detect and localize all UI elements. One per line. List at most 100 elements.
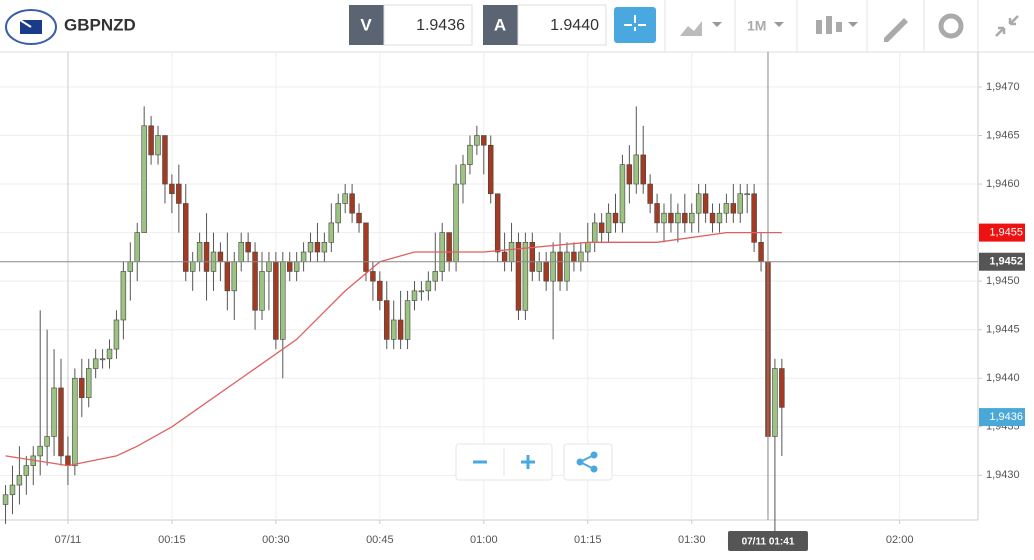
candle-body — [605, 212, 612, 233]
candle-body — [377, 280, 383, 301]
candle-body — [619, 164, 626, 224]
candle-body — [189, 261, 196, 272]
candle-body — [515, 242, 522, 311]
price-marker-label: 1,9455 — [989, 227, 1023, 239]
candle-body — [134, 232, 140, 263]
candle-body — [23, 465, 30, 476]
candle-body — [99, 358, 106, 361]
candle-body — [488, 144, 494, 195]
flag-stripe — [19, 19, 32, 28]
candle-body — [58, 387, 64, 457]
bid-button[interactable] — [349, 5, 384, 45]
x-tick-label: 01:30 — [678, 534, 706, 546]
candle-body — [695, 193, 702, 214]
candle-body — [307, 242, 314, 253]
candle-body — [550, 251, 556, 282]
candle-body — [661, 212, 667, 224]
candle-body — [529, 242, 536, 272]
crosshair-x-label: 07/11 01:41 — [742, 537, 795, 548]
candle-body — [702, 193, 709, 214]
crosshair-x-badge — [727, 531, 808, 551]
candle-body — [51, 387, 57, 437]
candle-body — [425, 280, 432, 292]
candle-body — [744, 193, 750, 196]
candles-button[interactable] — [816, 16, 842, 34]
candle-body — [467, 144, 473, 165]
candle-body — [16, 475, 23, 486]
candle-body — [183, 203, 189, 272]
candle-body — [772, 368, 778, 437]
crosshair-icon — [624, 15, 646, 31]
y-tick-label: 1,9445 — [986, 324, 1020, 336]
y-tick-label: 1,9470 — [986, 81, 1020, 93]
candle-body — [432, 271, 439, 282]
candle-body — [120, 271, 127, 321]
candle-body — [654, 203, 660, 224]
candle-body — [127, 261, 134, 272]
candle-body — [162, 135, 168, 185]
candle-body — [598, 222, 605, 233]
candle-body — [37, 445, 43, 457]
candle-body — [300, 251, 307, 263]
candle-body — [356, 212, 362, 224]
candle-body — [501, 251, 508, 263]
candle-body — [494, 193, 501, 253]
candle-body — [79, 377, 85, 398]
candle-body — [460, 164, 466, 185]
crosshair-button[interactable] — [614, 7, 656, 43]
settings-button[interactable] — [938, 13, 964, 39]
candle-body — [640, 154, 646, 185]
candle-body — [571, 251, 577, 263]
candle-body — [321, 242, 328, 253]
candle-body — [328, 222, 335, 243]
share-dot — [590, 465, 598, 473]
timeframe-button[interactable]: 1M — [747, 18, 766, 34]
candle-body — [148, 125, 154, 156]
y-tick-label: 1,9465 — [986, 129, 1020, 141]
bid-label: V — [360, 15, 372, 34]
candle-body — [474, 135, 480, 146]
toolbar: GBPNZD V 1.9436 A 1.9440 1M — [0, 0, 1034, 53]
y-tick-label: 1,9440 — [986, 372, 1020, 384]
zoom-in-button[interactable] — [521, 455, 535, 469]
candle-body — [252, 251, 258, 311]
candle-body — [384, 300, 390, 340]
candle-body — [273, 261, 279, 340]
x-tick-label: 00:30 — [262, 534, 290, 546]
candle-body — [481, 135, 487, 146]
x-tick-label: 01:00 — [470, 534, 498, 546]
y-tick-label: 1,9430 — [986, 469, 1020, 481]
candle-body — [363, 222, 369, 272]
chart-type-button[interactable] — [680, 21, 702, 36]
candle-body — [196, 242, 203, 263]
candle-body — [390, 319, 397, 340]
price-marker — [979, 408, 1025, 427]
candle-body — [675, 212, 681, 224]
candle-body — [689, 212, 695, 224]
candle-body — [751, 193, 757, 243]
candle-body — [508, 242, 515, 263]
candle-body — [730, 203, 737, 214]
price-marker — [979, 223, 1025, 242]
candle-body — [612, 212, 619, 224]
candle-body — [404, 300, 411, 340]
candle-body — [169, 183, 175, 195]
x-tick-label: 00:45 — [366, 534, 394, 546]
candle-body — [397, 319, 404, 340]
collapse-button[interactable] — [995, 15, 1019, 37]
candle-body — [578, 251, 584, 263]
dropdown-arrow — [848, 22, 858, 27]
symbol[interactable]: GBPNZD — [64, 15, 136, 34]
ask-box — [517, 4, 607, 46]
candle-body — [585, 242, 591, 253]
candle-body — [370, 271, 376, 282]
plot: 1,94301,94351,94401,94451,94501,94551,94… — [0, 52, 1025, 551]
candle-body — [716, 212, 723, 224]
candle-body — [224, 261, 231, 292]
share-box — [563, 443, 613, 481]
draw-button[interactable] — [884, 18, 908, 42]
ask-button[interactable] — [483, 5, 518, 45]
candle-body — [737, 193, 743, 214]
bid-price: 1.9436 — [416, 17, 465, 34]
candle-body — [245, 242, 251, 253]
